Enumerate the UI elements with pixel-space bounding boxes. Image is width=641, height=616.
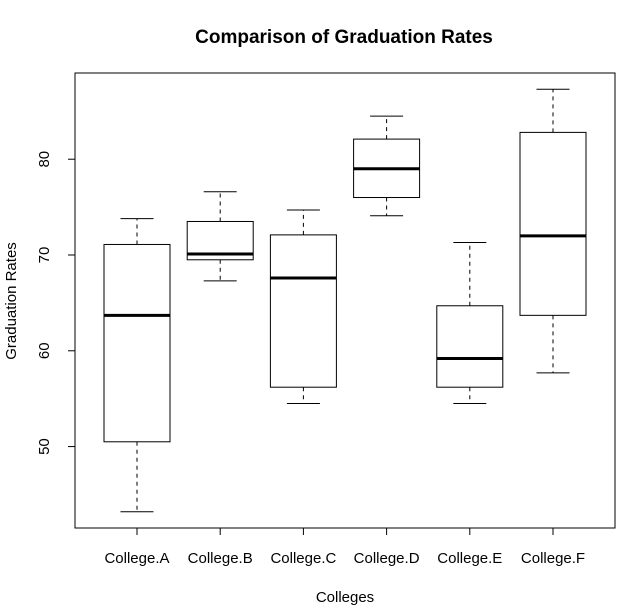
y-tick-label: 70 [36, 247, 53, 264]
x-tick-label: College.A [104, 550, 169, 567]
x-tick-label: College.F [521, 550, 585, 567]
box-series [103, 88, 587, 513]
box-college-e [436, 242, 504, 404]
iqr-box [186, 220, 254, 261]
x-tick-label: College.B [188, 550, 253, 567]
iqr-box [519, 131, 587, 316]
box-college-f [519, 88, 587, 374]
y-axis-label: Graduation Rates [3, 242, 20, 360]
x-axis: College.A College.B College.C College.D Coll… [104, 527, 585, 567]
box-college-b [186, 191, 254, 282]
x-axis-label: Colleges [316, 589, 374, 606]
y-tick-label: 80 [36, 151, 53, 168]
x-tick-label: College.C [270, 550, 336, 567]
box-college-d [353, 115, 421, 217]
box-college-a [103, 218, 171, 513]
x-tick-label: College.D [354, 550, 420, 567]
chart-title: Comparison of Graduation Rates [195, 27, 493, 48]
y-tick-label: 60 [36, 342, 53, 359]
box-college-c [269, 209, 337, 404]
plot-frame [74, 72, 616, 529]
iqr-box [436, 305, 504, 388]
y-axis: 50 60 70 80 [36, 151, 76, 455]
x-tick-label: College.E [437, 550, 502, 567]
iqr-box [269, 234, 337, 388]
y-tick-label: 50 [36, 438, 53, 455]
iqr-box [103, 243, 171, 443]
